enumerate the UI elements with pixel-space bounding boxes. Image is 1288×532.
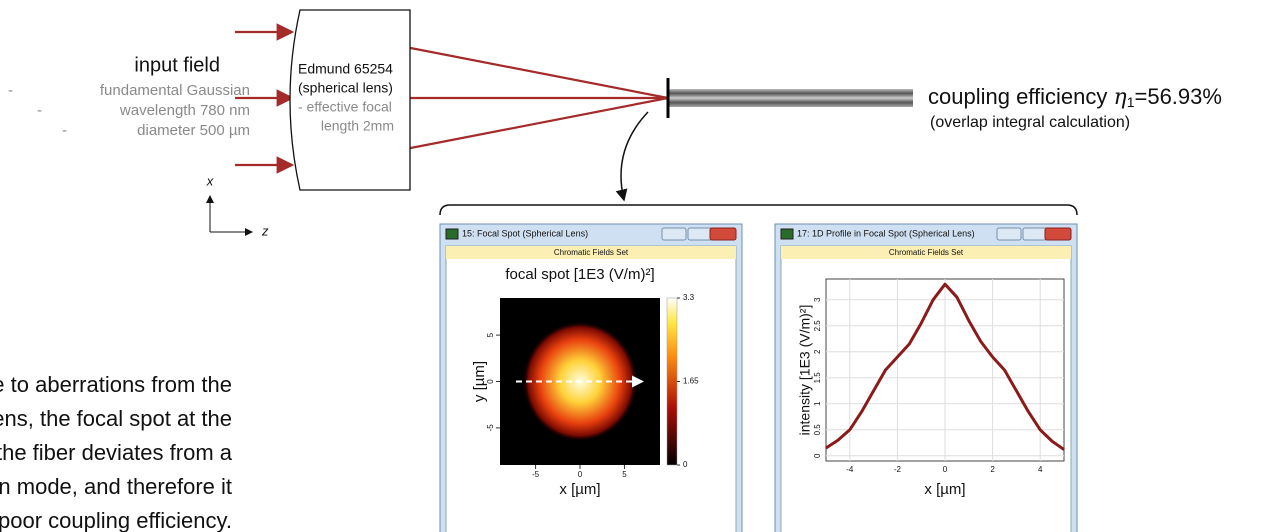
- lens-note: length 2mm: [321, 118, 394, 134]
- y-axis-label: y [µm]: [471, 361, 488, 402]
- window-title: 15: Focal Spot (Spherical Lens): [462, 228, 588, 238]
- plot-title: focal spot [1E3 (V/m)²]: [505, 266, 654, 283]
- input-title: input field: [134, 54, 220, 76]
- window-button[interactable]: [1023, 228, 1047, 240]
- window-button[interactable]: [997, 228, 1021, 240]
- window-subtitle: Chromatic Fields Set: [889, 248, 964, 257]
- y-tick-label: 2: [813, 349, 822, 354]
- caption-line: Due to aberrations from the: [0, 372, 232, 397]
- caption-line: Gaussian mode, and therefore it: [0, 474, 232, 499]
- lens-note: - effective focal: [298, 99, 392, 115]
- x-axis-label: x [µm]: [924, 481, 965, 498]
- y-tick-label: 0.5: [813, 424, 822, 436]
- y-tick-label: -5: [486, 424, 495, 432]
- lens-text: Edmund 65254: [298, 61, 393, 77]
- coupling-note: (overlap integral calculation): [930, 114, 1130, 131]
- figure: x z input field coupling efficiency η1=5…: [0, 0, 1288, 532]
- input-item: fundamental Gaussian: [100, 82, 250, 99]
- y-tick-label: 5: [486, 332, 495, 337]
- x-tick-label: 0: [943, 465, 948, 474]
- brace: [440, 205, 1077, 215]
- zoom-arrow: [621, 112, 648, 200]
- coupling-label: coupling efficiency η1=56.93%: [928, 84, 1222, 110]
- caption-line: spherical lens, the focal spot at the: [0, 406, 232, 431]
- y-tick-label: 3: [813, 297, 822, 302]
- y-tick-label: 1.5: [813, 372, 822, 384]
- x-tick-label: 5: [622, 470, 627, 479]
- x-tick-label: 4: [1038, 465, 1043, 474]
- colorbar-tick-label: 0: [683, 460, 688, 469]
- fiber: [668, 89, 913, 107]
- x-tick-label: -5: [532, 470, 540, 479]
- window-title: 17: 1D Profile in Focal Spot (Spherical …: [797, 228, 975, 238]
- y-axis-label: intensity [1E3 (V/m)²]: [797, 305, 813, 436]
- x-tick-label: 0: [578, 470, 583, 479]
- window-close[interactable]: [1045, 228, 1071, 240]
- window-close[interactable]: [710, 228, 736, 240]
- colorbar-tick-label: 1.65: [683, 377, 699, 386]
- window-icon: [446, 229, 458, 239]
- x-tick-label: 2: [990, 465, 995, 474]
- x-tick-label: -4: [846, 465, 854, 474]
- window-button[interactable]: [662, 228, 686, 240]
- y-tick-label: 0: [813, 453, 822, 458]
- x-tick-label: -2: [894, 465, 902, 474]
- y-tick-label: 2.5: [813, 320, 822, 332]
- input-item: diameter 500 µm: [137, 122, 250, 139]
- input-bullet: -: [62, 122, 67, 139]
- window-icon: [781, 229, 793, 239]
- window-button[interactable]: [688, 228, 712, 240]
- axis-label: z: [261, 223, 269, 238]
- caption-line: end of the fiber deviates from a: [0, 440, 233, 465]
- caption-line: leads to poor coupling efficiency.: [0, 508, 232, 532]
- lens-text: (spherical lens): [298, 80, 393, 96]
- window-subtitle: Chromatic Fields Set: [554, 248, 629, 257]
- input-bullet: -: [37, 102, 42, 119]
- input-item: wavelength 780 nm: [119, 102, 250, 119]
- colorbar: [667, 298, 677, 465]
- x-axis-label: x [µm]: [559, 481, 600, 498]
- input-bullet: -: [8, 82, 13, 99]
- colorbar-tick-label: 3.3: [683, 293, 695, 302]
- axis-label: x: [206, 173, 214, 188]
- y-tick-label: 1: [813, 401, 822, 406]
